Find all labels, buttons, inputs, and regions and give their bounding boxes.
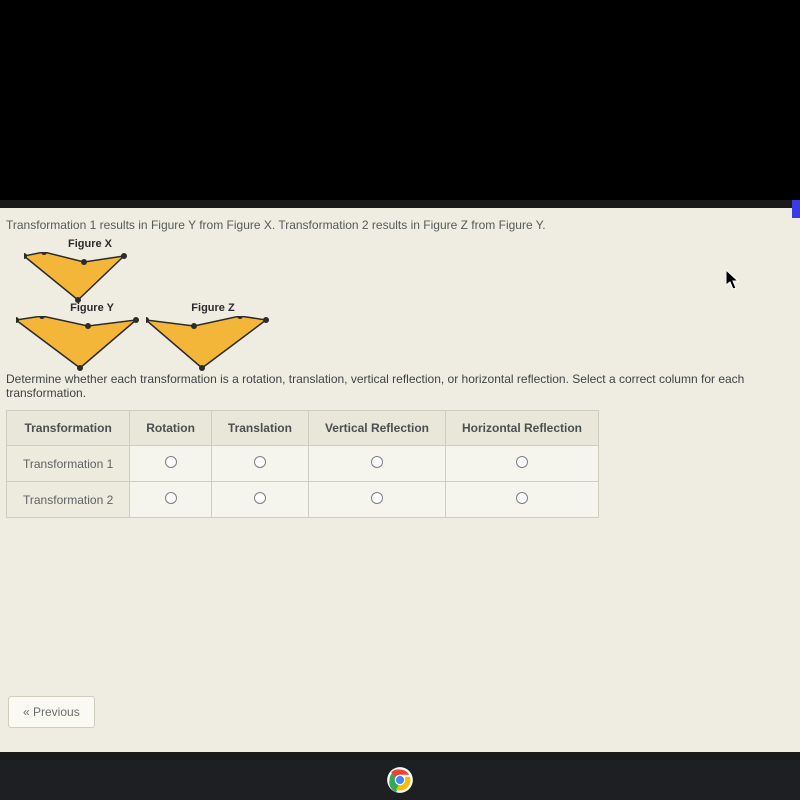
- figure-y-shape: [16, 316, 140, 374]
- row1-vreflection-radio[interactable]: [371, 456, 383, 468]
- content-area: Transformation 1 results in Figure Y fro…: [0, 208, 800, 752]
- figure-y: Figure Y: [16, 302, 140, 377]
- figure-z-label: Figure Z: [156, 302, 270, 314]
- intro-text: Transformation 1 results in Figure Y fro…: [6, 218, 794, 232]
- app-window: Transformation 1 results in Figure Y fro…: [0, 200, 800, 760]
- chrome-icon[interactable]: [386, 766, 414, 794]
- transformation-table: Transformation Rotation Translation Vert…: [6, 410, 599, 518]
- figures-panel: Figure X Figure Y Figure Z: [6, 238, 794, 368]
- figure-x-label: Figure X: [52, 238, 128, 250]
- figure-x-shape: [24, 252, 128, 306]
- figure-z-shape: [146, 316, 270, 374]
- table-row: Transformation 2: [7, 482, 599, 518]
- row1-rotation-radio[interactable]: [165, 456, 177, 468]
- col-translation: Translation: [211, 411, 308, 446]
- row2-translation-radio[interactable]: [254, 492, 266, 504]
- col-rotation: Rotation: [130, 411, 212, 446]
- row1-hreflection-radio[interactable]: [516, 456, 528, 468]
- table-row: Transformation 1: [7, 446, 599, 482]
- figure-x: Figure X: [24, 238, 128, 309]
- figure-z: Figure Z: [146, 302, 270, 377]
- row1-label: Transformation 1: [7, 446, 130, 482]
- figure-y-label: Figure Y: [44, 302, 140, 314]
- row1-translation-radio[interactable]: [254, 456, 266, 468]
- col-vertical-reflection: Vertical Reflection: [308, 411, 445, 446]
- row2-label: Transformation 2: [7, 482, 130, 518]
- col-transformation: Transformation: [7, 411, 130, 446]
- col-horizontal-reflection: Horizontal Reflection: [445, 411, 598, 446]
- row2-hreflection-radio[interactable]: [516, 492, 528, 504]
- window-edge-accent: [792, 200, 800, 218]
- previous-button[interactable]: « Previous: [8, 696, 95, 728]
- row2-rotation-radio[interactable]: [165, 492, 177, 504]
- row2-vreflection-radio[interactable]: [371, 492, 383, 504]
- taskbar: [0, 760, 800, 800]
- table-header-row: Transformation Rotation Translation Vert…: [7, 411, 599, 446]
